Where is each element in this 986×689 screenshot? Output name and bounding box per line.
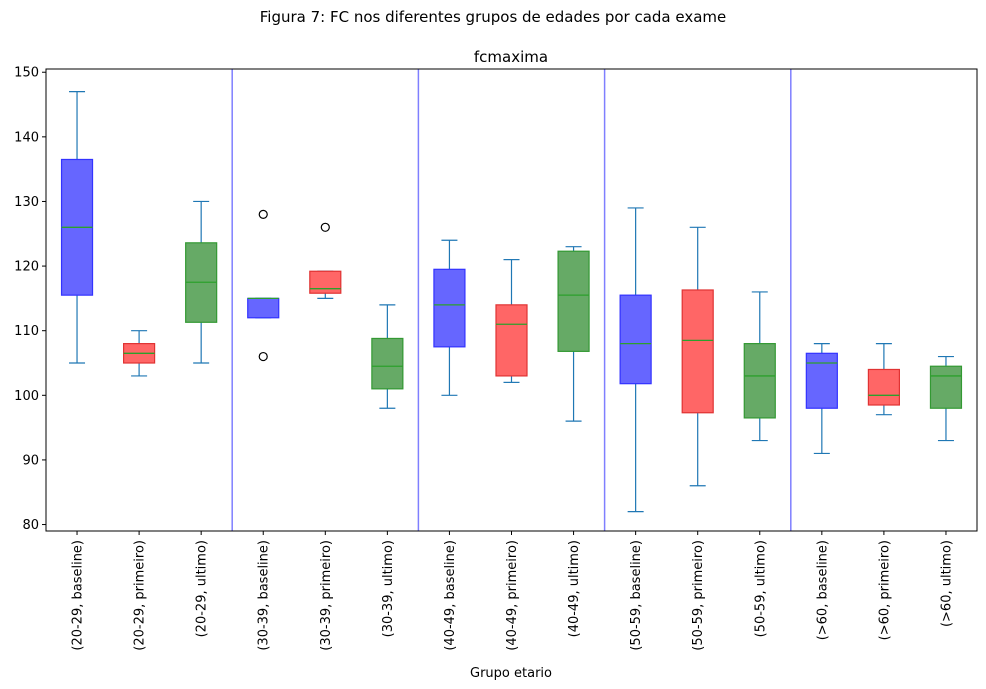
box-iqr	[371, 337, 404, 390]
x-tick-label: (30-39, ultimo)	[381, 540, 396, 637]
x-tick-label: (>60, baseline)	[815, 540, 830, 640]
box-iqr	[309, 270, 342, 294]
box-iqr	[929, 365, 963, 409]
box-3	[185, 200, 218, 364]
y-tick-label: 80	[22, 518, 39, 533]
y-tick-label: 130	[14, 195, 39, 210]
box-13	[805, 343, 838, 455]
box-1	[60, 91, 94, 364]
box-iqr	[495, 304, 528, 377]
box-2	[122, 330, 156, 377]
x-tick-label: (40-49, baseline)	[443, 540, 458, 651]
y-tick-label: 140	[14, 130, 39, 145]
box-7	[433, 239, 466, 396]
box-6	[371, 304, 404, 409]
figure-title: Figura 7: FC nos diferentes grupos de ed…	[260, 8, 727, 26]
x-tick-label: (30-39, baseline)	[257, 540, 272, 651]
x-tick-label: (>60, primeiro)	[877, 540, 892, 640]
box-5	[309, 222, 342, 299]
box-10	[619, 207, 652, 513]
x-tick-label: (>60, ultimo)	[939, 540, 954, 627]
box-4	[247, 209, 280, 362]
box-iqr	[805, 352, 838, 409]
x-tick-label: (50-59, ultimo)	[753, 540, 768, 637]
x-axis-title: Grupo etario	[470, 666, 552, 681]
outlier-point	[258, 351, 268, 362]
x-tick-label: (40-49, ultimo)	[567, 540, 582, 637]
box-iqr	[557, 250, 590, 352]
y-tick-label: 120	[14, 260, 39, 275]
box-iqr	[867, 368, 901, 406]
x-axis: (20-29, baseline) (20-29, primeiro) (20-29…	[71, 531, 954, 651]
outlier-point	[258, 209, 268, 219]
box-14	[867, 343, 901, 416]
box-15	[929, 355, 963, 442]
y-axis: 80 90 100 110 120 130 140 150	[14, 66, 46, 533]
x-tick-label: (50-59, baseline)	[629, 540, 644, 651]
box-9	[557, 246, 590, 422]
outlier-point	[320, 222, 330, 232]
box-iqr	[433, 268, 466, 348]
plot-area	[60, 69, 963, 531]
x-tick-label: (50-59, primeiro)	[691, 540, 706, 651]
y-tick-label: 90	[22, 453, 39, 468]
y-tick-label: 100	[14, 389, 39, 404]
box-iqr	[619, 294, 652, 385]
y-tick-label: 150	[14, 66, 39, 81]
x-tick-label: (20-29, primeiro)	[133, 540, 148, 651]
x-tick-label: (40-49, primeiro)	[505, 540, 520, 651]
box-iqr	[247, 297, 280, 319]
box-11	[681, 226, 714, 487]
y-tick-label: 110	[14, 324, 39, 339]
x-tick-label: (30-39, primeiro)	[319, 540, 334, 651]
box-iqr	[681, 289, 714, 414]
x-tick-label: (20-29, baseline)	[71, 540, 86, 651]
x-tick-label: (20-29, ultimo)	[195, 540, 210, 637]
box-8	[495, 259, 528, 383]
box-iqr	[743, 343, 776, 419]
chart-title: fcmaxima	[474, 48, 548, 66]
box-12	[743, 291, 776, 442]
